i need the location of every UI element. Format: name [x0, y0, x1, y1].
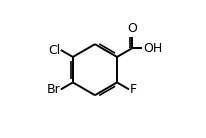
Text: OH: OH — [143, 42, 162, 55]
Text: Cl: Cl — [48, 43, 60, 57]
Text: Br: Br — [46, 83, 60, 96]
Text: F: F — [130, 83, 137, 96]
Text: O: O — [127, 22, 137, 35]
